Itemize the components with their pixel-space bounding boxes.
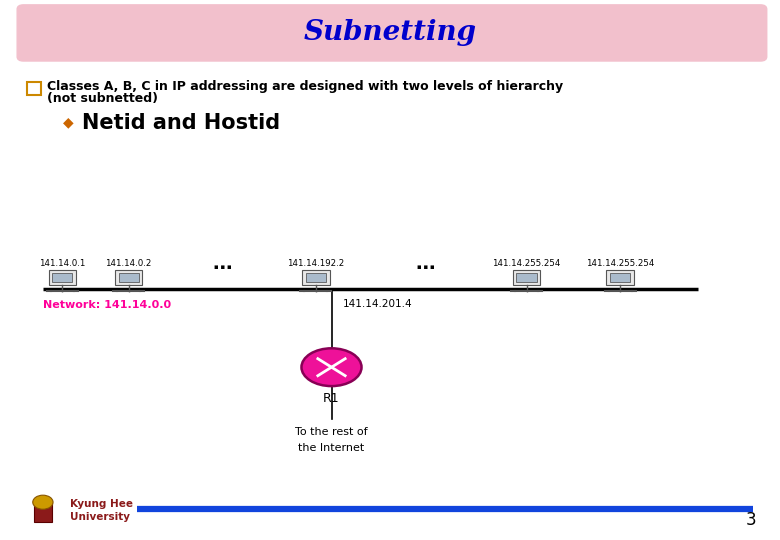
FancyBboxPatch shape: [17, 5, 767, 61]
Text: ⋯: ⋯: [212, 259, 232, 278]
Text: Network: 141.14.0.0: Network: 141.14.0.0: [43, 300, 171, 310]
FancyBboxPatch shape: [22, 497, 66, 530]
Text: 141.14.0.1: 141.14.0.1: [39, 259, 86, 268]
Text: To the rest of: To the rest of: [295, 427, 368, 437]
FancyBboxPatch shape: [306, 273, 326, 282]
Ellipse shape: [301, 348, 362, 386]
Text: 141.14.255.254: 141.14.255.254: [586, 259, 654, 268]
FancyBboxPatch shape: [48, 270, 76, 285]
FancyBboxPatch shape: [119, 273, 139, 282]
Text: (not subnetted): (not subnetted): [47, 92, 158, 105]
Text: R1: R1: [323, 392, 340, 404]
FancyBboxPatch shape: [115, 270, 143, 285]
FancyBboxPatch shape: [607, 270, 634, 285]
Text: the Internet: the Internet: [299, 443, 364, 453]
FancyBboxPatch shape: [52, 273, 73, 282]
FancyBboxPatch shape: [610, 273, 630, 282]
FancyBboxPatch shape: [303, 270, 329, 285]
Text: University: University: [70, 512, 130, 522]
Text: 141.14.192.2: 141.14.192.2: [287, 259, 345, 268]
Text: 3: 3: [746, 511, 757, 529]
Circle shape: [33, 495, 53, 509]
Text: ◆: ◆: [63, 116, 74, 130]
Text: 141.14.201.4: 141.14.201.4: [343, 299, 413, 309]
FancyBboxPatch shape: [513, 270, 541, 285]
Text: Subnetting: Subnetting: [303, 19, 477, 46]
FancyBboxPatch shape: [27, 82, 41, 94]
Text: 141.14.0.2: 141.14.0.2: [105, 259, 152, 268]
Text: Classes A, B, C in IP addressing are designed with two levels of hierarchy: Classes A, B, C in IP addressing are des…: [47, 80, 563, 93]
Text: ⋯: ⋯: [415, 259, 435, 278]
FancyBboxPatch shape: [516, 273, 537, 282]
Text: Kyung Hee: Kyung Hee: [70, 500, 133, 509]
Text: Netid and Hostid: Netid and Hostid: [82, 112, 280, 133]
Text: 141.14.255.254: 141.14.255.254: [492, 259, 561, 268]
FancyBboxPatch shape: [34, 503, 52, 522]
